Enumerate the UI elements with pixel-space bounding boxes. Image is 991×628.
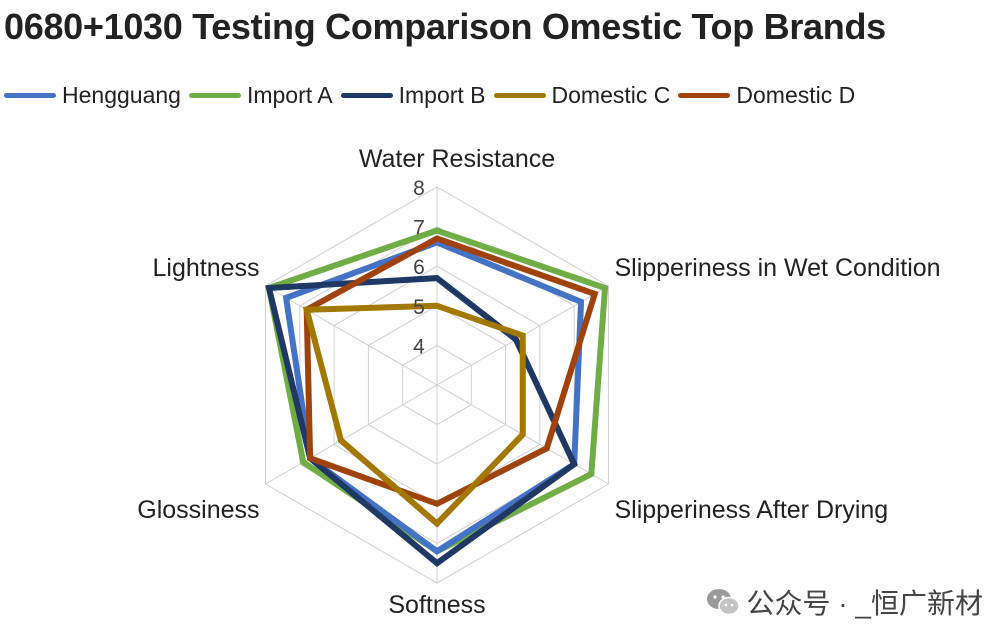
legend-item: Hengguang <box>4 82 181 109</box>
legend-swatch <box>340 93 393 98</box>
legend-item: Domestic D <box>678 82 855 109</box>
legend-label: Domestic D <box>736 82 856 108</box>
axis-label: Glossiness <box>137 496 259 524</box>
legend-item: Import A <box>188 82 333 109</box>
series-line <box>282 239 585 555</box>
legend-item: Domestic C <box>493 82 671 109</box>
legend: Hengguang Import A Import B Domestic C Domes… <box>4 82 855 109</box>
axis-label: Water Resistance <box>359 145 555 173</box>
series-line <box>265 275 578 567</box>
legend-item: Import B <box>340 82 486 109</box>
legend-swatch <box>493 93 546 98</box>
axis-label: Softness <box>388 591 485 619</box>
tick-label: 8 <box>413 177 425 200</box>
tick-label: 7 <box>413 217 425 240</box>
legend-label: Import B <box>398 82 486 108</box>
watermark: 公众号 · _恒广新材 <box>705 582 983 622</box>
grid-spoke <box>265 285 438 386</box>
tick-label: 5 <box>413 296 425 319</box>
legend-swatch <box>188 93 241 98</box>
legend-label: Domestic C <box>551 82 671 108</box>
axis-label: Slipperiness in Wet Condition <box>614 254 940 282</box>
wechat-icon <box>706 589 740 616</box>
legend-label: Import A <box>246 82 333 108</box>
axis-label: Slipperiness After Drying <box>614 496 888 524</box>
legend-label: Hengguang <box>62 82 181 108</box>
tick-label: 6 <box>413 256 425 279</box>
grid-spoke <box>265 384 438 485</box>
watermark-text: 公众号 · _恒广新材 <box>746 588 983 619</box>
legend-swatch <box>4 93 56 98</box>
series-line <box>302 302 526 528</box>
legend-swatch <box>678 93 731 98</box>
axis-label: Lightness <box>152 254 259 282</box>
chart-title: 0680+1030 Testing Comparison Omestic Top… <box>4 6 886 47</box>
tick-label: 4 <box>413 335 425 358</box>
series-line <box>303 235 599 508</box>
